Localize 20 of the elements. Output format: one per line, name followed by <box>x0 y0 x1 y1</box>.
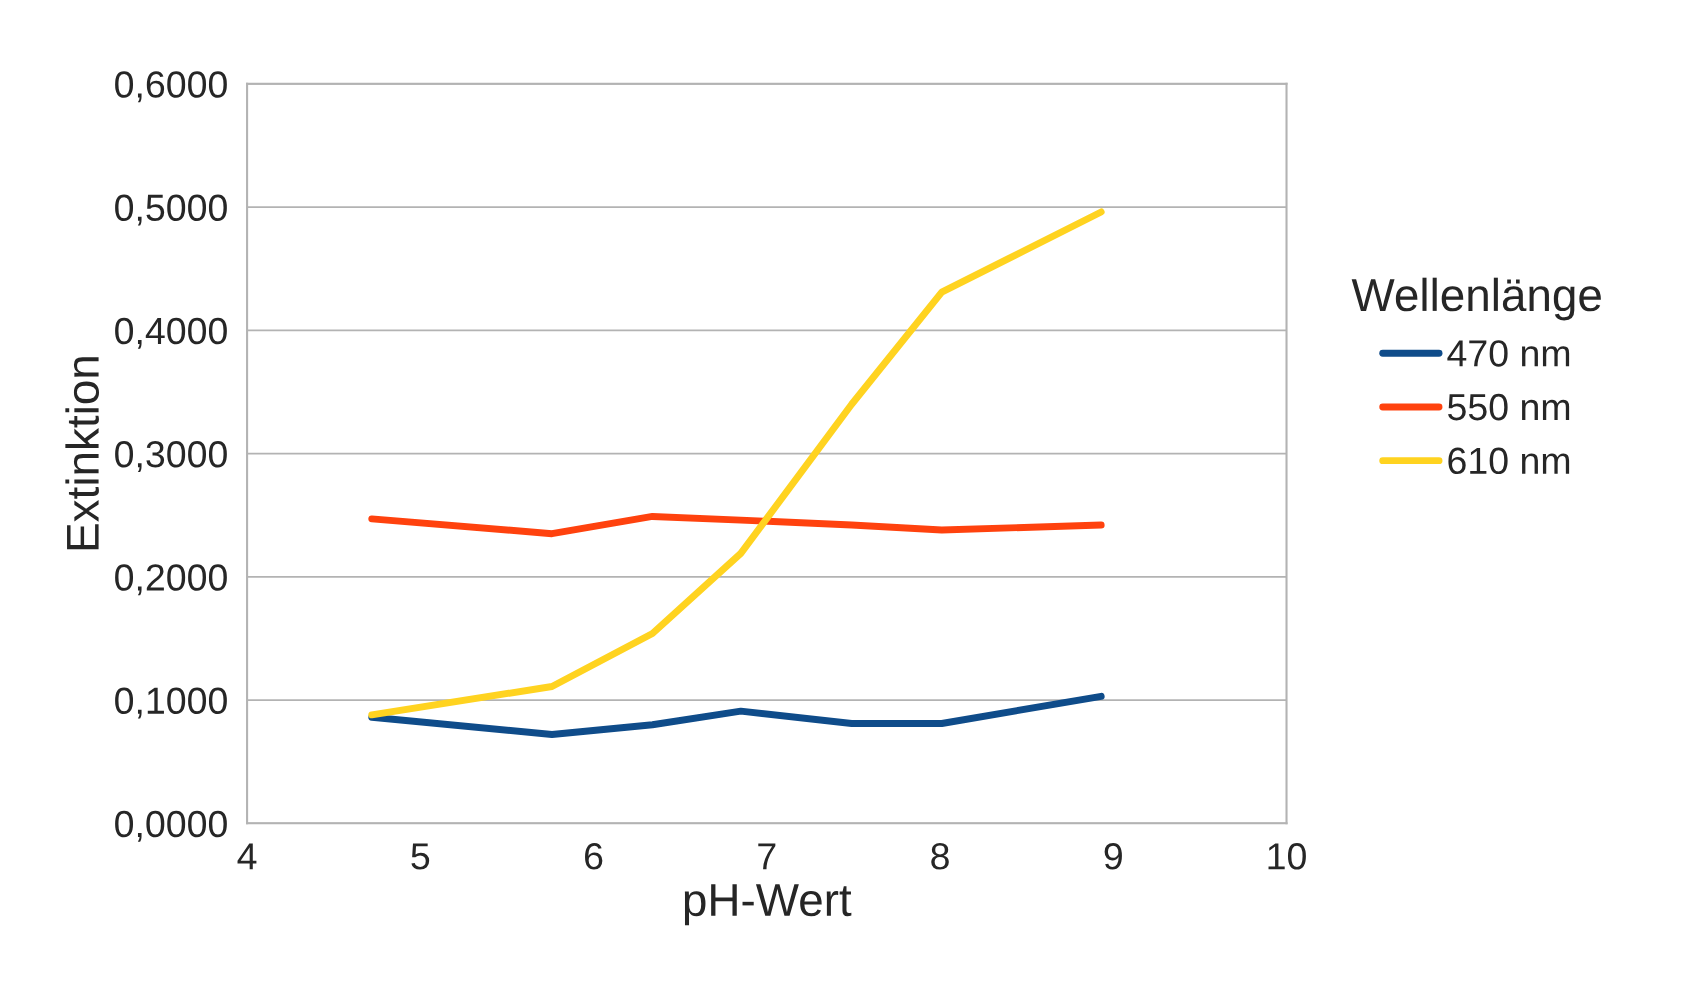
x-tick-label: 5 <box>411 843 430 870</box>
y-tick-label: 0,2000 <box>115 564 227 596</box>
y-tick-label: 0,5000 <box>115 194 227 226</box>
x-axis-title: pH-Wert <box>684 884 852 926</box>
legend-label: 470 nm <box>1447 340 1570 367</box>
x-tick-label: 8 <box>931 843 949 870</box>
x-tick-label: 10 <box>1268 843 1306 870</box>
legend-label: 550 nm <box>1448 393 1570 421</box>
x-tick-label: 7 <box>758 843 776 870</box>
x-tick-label: 9 <box>1104 843 1122 870</box>
legend-title: Wellenlänge <box>1351 277 1601 321</box>
y-tick-label: 0,3000 <box>115 440 227 472</box>
x-tick-label: 4 <box>237 843 257 870</box>
y-tick-label: 0,6000 <box>115 71 227 103</box>
legend-label: 610 nm <box>1448 447 1570 475</box>
x-tick-label: 6 <box>585 843 603 870</box>
y-tick-label: 0,1000 <box>115 687 227 719</box>
y-axis-title: Extinktion <box>65 357 100 550</box>
y-tick-label: 0,0000 <box>115 810 227 842</box>
y-tick-label: 0,4000 <box>115 317 227 349</box>
